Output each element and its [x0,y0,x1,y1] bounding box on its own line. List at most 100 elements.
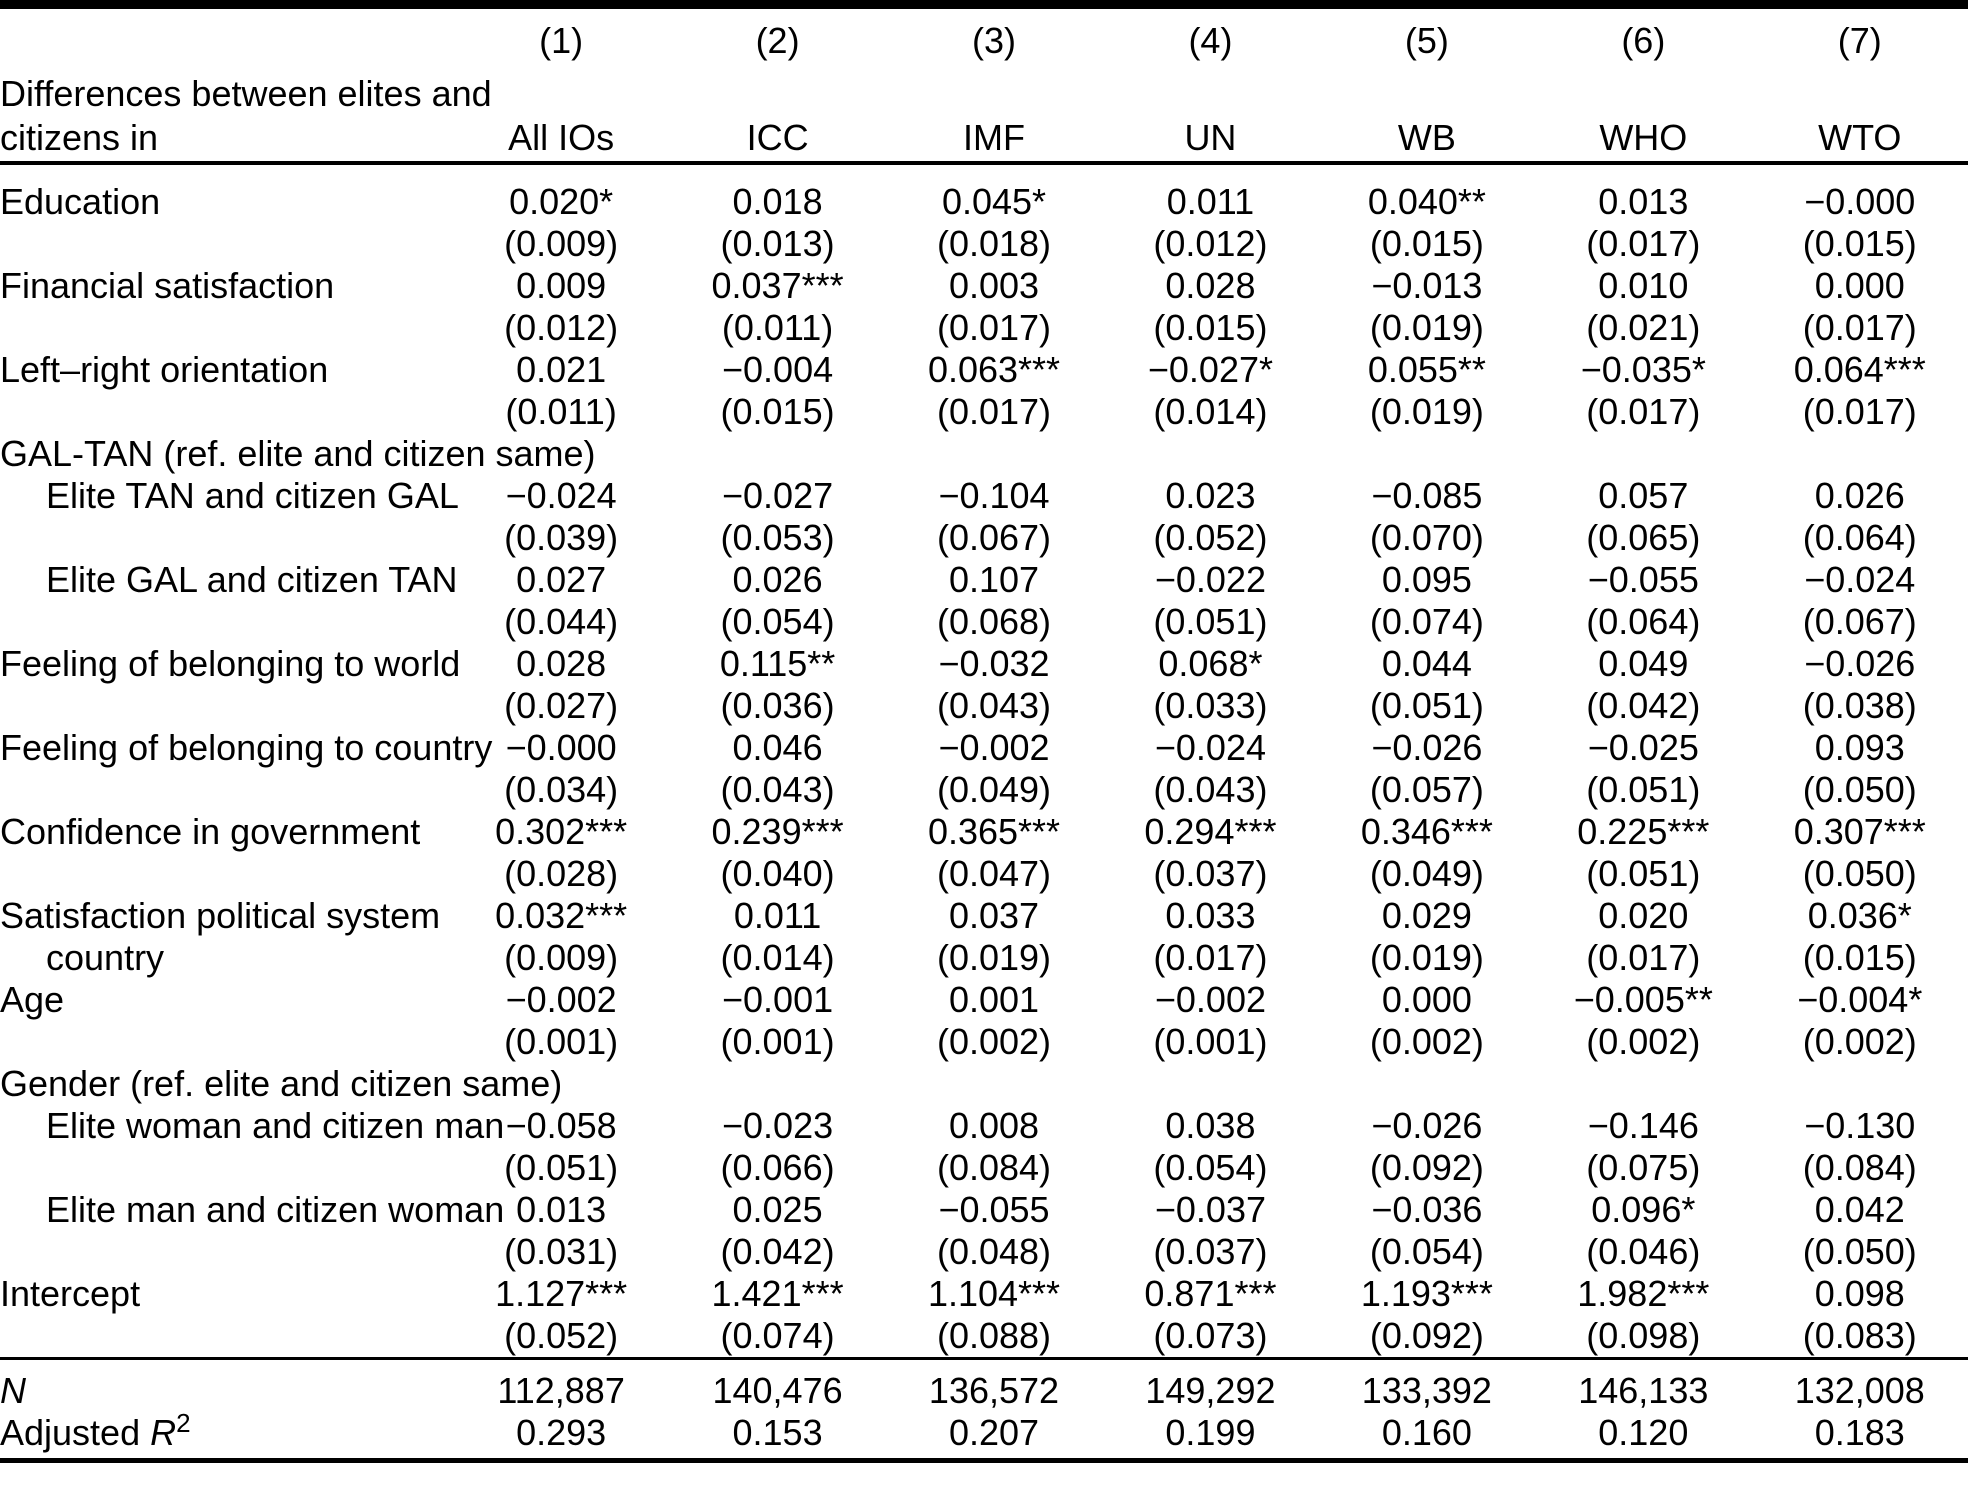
coefficient-value: −0.013 [1371,265,1483,306]
std-error-row: (0.012) (0.011) (0.017) (0.015) (0.019) (0.02… [0,307,1968,349]
std-error-value: (0.048) [936,1231,1052,1272]
coefficient-value: 0.020* [509,181,614,222]
bottom-rule-row [0,1454,1968,1463]
coefficient-value: 0.001 [948,979,1040,1020]
coefficient-label-continued [0,601,453,643]
std-error-value: (0.031) [504,1231,619,1272]
coefficient-value: −0.026 [1804,643,1916,684]
coefficient-value: 0.098 [1814,1273,1905,1314]
std-error-value: (0.052) [1153,517,1268,558]
coefficient-value: −0.058 [505,1105,617,1146]
coefficient-value: 0.033 [1165,895,1256,936]
coefficient-value: 0.046 [732,727,823,768]
std-error-value: (0.019) [1369,937,1484,978]
section-label: GAL-TAN (ref. elite and citizen same) [0,433,596,474]
top-rule [0,0,1968,9]
std-error-value: (0.017) [1153,937,1268,978]
coefficient-value: 0.027 [516,559,607,600]
coefficient-value: 0.026 [732,559,823,600]
coefficient-value: 0.307*** [1793,811,1926,852]
std-error-value: (0.015) [720,391,835,432]
std-error-value: (0.015) [1802,937,1917,978]
std-error-value: (0.057) [1369,769,1484,810]
coefficient-label: Age [0,979,65,1020]
header-empty [1102,73,1318,115]
coefficient-label: Confidence in government [0,811,421,852]
coefficient-row: Financial satisfaction 0.009 0.037*** 0.003… [0,265,1968,307]
coefficient-row: Education 0.020* 0.018 0.045* 0.011 0.040** 0.… [0,163,1968,223]
std-error-value: (0.015) [1802,223,1917,264]
std-error-value: (0.066) [720,1147,835,1188]
header-label-row-2: citizens in All IOs ICC IMF UN WB WHO WTO [0,115,1968,165]
std-error-value: (0.083) [1751,1315,1968,1360]
section-header-row: GAL-TAN (ref. elite and citizen same) [0,433,1968,475]
coefficient-value: 0.029 [1381,895,1472,936]
coefficient-value: 0.028 [516,643,607,684]
coefficient-value: 1.421*** [711,1273,844,1314]
coefficient-label: Education [0,181,161,222]
coefficient-value: 0.239*** [711,811,844,852]
coefficient-value: 0.042 [1814,1189,1905,1230]
coefficient-label-continued [0,391,453,433]
coefficient-value: −0.055 [1587,559,1699,600]
model-number: (1) [539,20,584,61]
stat-label: Adjusted R2 [0,1410,453,1454]
model-number: (4) [1188,20,1233,61]
column-header: WTO [1751,115,1968,165]
std-error-value: (0.012) [504,307,619,348]
std-error-value: (0.051) [1369,685,1484,726]
std-error-value: (0.013) [720,223,835,264]
coefficient-value: 1.193*** [1360,1273,1493,1314]
std-error-value: (0.064) [1802,517,1917,558]
model-number: (5) [1404,20,1449,61]
coefficient-value: −0.027 [722,475,834,516]
coefficient-value: 0.107 [948,559,1040,600]
stat-row: Adjusted R2 0.293 0.153 0.207 0.199 0.160 0.12… [0,1410,1968,1454]
coefficient-label-continued [0,1147,453,1189]
coefficient-label-continued [0,307,453,349]
std-error-value: (0.067) [936,517,1052,558]
coefficient-value: 0.028 [1165,265,1256,306]
coefficient-value: −0.130 [1804,1105,1916,1146]
coefficient-label: Elite TAN and citizen GAL [46,475,459,516]
header-spacer [0,9,453,73]
coefficient-value: 0.021 [516,349,607,390]
std-error-value: (0.054) [720,601,835,642]
column-header: ICC [669,115,886,165]
column-header: WHO [1535,115,1752,165]
std-error-value: (0.002) [1802,1021,1917,1062]
header-model-numbers-row: (1) (2) (3) (4) (5) (6) (7) [0,9,1968,73]
coefficient-value: −0.002 [1154,979,1266,1020]
std-error-value: (0.036) [720,685,835,726]
stat-value: 132,008 [1794,1370,1925,1411]
std-error-value: (0.001) [1153,1021,1268,1062]
std-error-value: (0.009) [504,223,619,264]
std-error-value: (0.015) [1153,307,1268,348]
coefficient-value: −0.104 [938,475,1050,516]
coefficient-label-continued [0,1315,453,1360]
std-error-value: (0.047) [936,853,1052,894]
coefficient-label: Feeling of belonging to world [0,643,461,684]
coefficient-value: −0.055 [938,1189,1050,1230]
coefficient-value: 0.302*** [495,811,628,852]
coefficient-value: 0.871*** [1144,1273,1277,1314]
header-label-row-1: Differences between elites and [0,73,1968,115]
stat-value: 0.207 [948,1412,1040,1453]
coefficient-value: −0.023 [722,1105,834,1146]
std-error-value: (0.098) [1535,1315,1752,1360]
coefficient-row: Left–right orientation 0.021 −0.004 0.063**… [0,349,1968,391]
coefficient-value: 0.064*** [1793,349,1926,390]
std-error-value: (0.043) [936,685,1052,726]
coefficient-value: 0.025 [732,1189,823,1230]
section-header-row: Gender (ref. elite and citizen same) [0,1063,1968,1105]
stat-label-math: N [0,1370,26,1411]
std-error-value: (0.012) [1153,223,1268,264]
std-error-value: (0.021) [1586,307,1701,348]
std-error-row: country (0.009) (0.014) (0.019) (0.017) (0.01… [0,937,1968,979]
coefficient-value: 0.044 [1381,643,1472,684]
coefficient-value: 0.018 [732,181,823,222]
std-error-value: (0.043) [720,769,835,810]
coefficient-label-continued [0,1231,453,1273]
coefficient-value: 0.026 [1814,475,1905,516]
coefficient-value: −0.026 [1371,1105,1483,1146]
